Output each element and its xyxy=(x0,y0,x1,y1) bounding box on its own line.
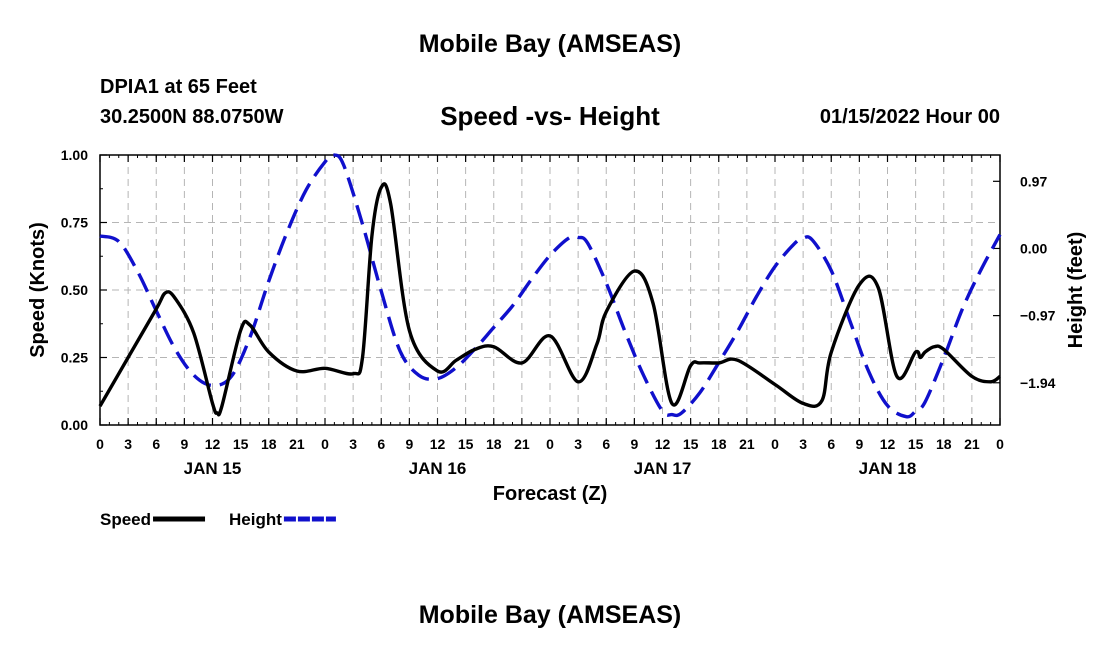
x-tick-label: 3 xyxy=(799,436,807,452)
date-label: JAN 17 xyxy=(634,459,692,478)
y2-tick-label: −0.97 xyxy=(1020,308,1056,324)
x-tick-label: 12 xyxy=(430,436,446,452)
x-tick-label: 15 xyxy=(908,436,924,452)
y2-tick-label: −1.94 xyxy=(1020,375,1056,391)
x-tick-label: 18 xyxy=(711,436,727,452)
legend-label-height: Height xyxy=(229,510,282,529)
y-tick-label: 0.25 xyxy=(61,350,88,366)
x-tick-label: 9 xyxy=(405,436,413,452)
series-line-height xyxy=(99,153,1002,419)
chart-subtitle: Speed -vs- Height xyxy=(440,101,660,131)
x-tick-label: 3 xyxy=(124,436,132,452)
x-tick-label: 0 xyxy=(546,436,554,452)
forecast-datetime: 01/15/2022 Hour 00 xyxy=(819,106,1000,128)
x-tick-label: 21 xyxy=(289,436,305,452)
x-tick-label: 9 xyxy=(630,436,638,452)
x-tick-label: 0 xyxy=(771,436,779,452)
x-tick-label: 0 xyxy=(321,436,329,452)
x-tick-label: 6 xyxy=(152,436,160,452)
x-tick-label: 3 xyxy=(349,436,357,452)
station-coordinates: 30.2500N 88.0750W xyxy=(100,106,284,128)
y-axis-label: Speed (Knots) xyxy=(27,222,49,358)
y2-axis-label: Height (feet) xyxy=(1065,232,1087,349)
x-tick-label: 9 xyxy=(180,436,188,452)
x-tick-label: 6 xyxy=(602,436,610,452)
y-tick-label: 0.50 xyxy=(61,282,88,298)
x-tick-label: 0 xyxy=(96,436,104,452)
date-label: JAN 16 xyxy=(409,459,467,478)
x-tick-label: 21 xyxy=(739,436,755,452)
x-tick-label: 18 xyxy=(936,436,952,452)
x-tick-label: 21 xyxy=(514,436,530,452)
date-label: JAN 15 xyxy=(184,459,242,478)
x-tick-label: 12 xyxy=(205,436,221,452)
y-tick-label: 0.75 xyxy=(61,215,88,231)
x-tick-label: 12 xyxy=(655,436,671,452)
x-tick-label: 3 xyxy=(574,436,582,452)
station-label: DPIA1 at 65 Feet xyxy=(100,76,257,98)
x-tick-label: 15 xyxy=(683,436,699,452)
date-label: JAN 18 xyxy=(859,459,917,478)
x-tick-label: 6 xyxy=(377,436,385,452)
y-tick-label: 1.00 xyxy=(61,147,88,163)
next-chart-title: Mobile Bay (AMSEAS) xyxy=(418,601,682,629)
x-tick-label: 9 xyxy=(855,436,863,452)
x-tick-label: 18 xyxy=(261,436,277,452)
x-tick-label: 15 xyxy=(233,436,249,452)
legend-label-speed: Speed xyxy=(100,510,151,529)
x-tick-label: 21 xyxy=(964,436,980,452)
chart-main-title: Mobile Bay (AMSEAS) xyxy=(418,30,682,58)
y2-tick-label: 0.97 xyxy=(1020,173,1047,189)
x-tick-label: 15 xyxy=(458,436,474,452)
x-axis-label: Forecast (Z) xyxy=(493,483,607,505)
series-line-speed xyxy=(98,182,1001,417)
x-tick-label: 12 xyxy=(880,436,896,452)
x-tick-label: 18 xyxy=(486,436,502,452)
x-tick-label: 0 xyxy=(996,436,1004,452)
x-tick-label: 6 xyxy=(827,436,835,452)
y2-tick-label: 0.00 xyxy=(1020,240,1047,256)
y-tick-label: 0.00 xyxy=(61,417,88,433)
